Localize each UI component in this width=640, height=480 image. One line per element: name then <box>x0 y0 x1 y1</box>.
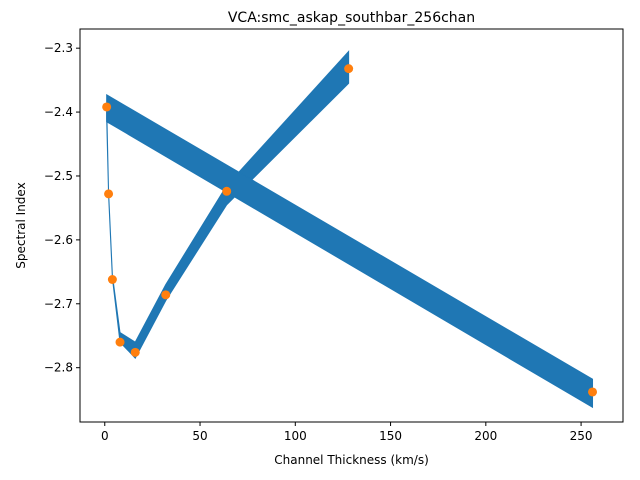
y-tick-label: −2.6 <box>44 233 73 247</box>
data-point <box>588 387 598 397</box>
data-point <box>161 290 171 300</box>
x-tick-label: 100 <box>284 429 307 443</box>
data-points <box>102 64 598 397</box>
x-axis-label: Channel Thickness (km/s) <box>274 453 429 467</box>
fit-bands <box>106 50 594 409</box>
data-point <box>344 64 354 74</box>
fit-band-2 <box>106 93 594 409</box>
y-axis-label: Spectral Index <box>14 182 28 268</box>
x-tick-label: 150 <box>379 429 402 443</box>
y-tick-label: −2.3 <box>44 41 73 55</box>
x-tick-label: 50 <box>192 429 207 443</box>
data-point <box>130 347 140 357</box>
x-tick-label: 250 <box>570 429 593 443</box>
x-axis-ticks: 0 50 100 150 200 250 <box>101 422 593 443</box>
y-tick-label: −2.7 <box>44 297 73 311</box>
y-tick-label: −2.8 <box>44 361 73 375</box>
y-tick-label: −2.4 <box>44 105 73 119</box>
y-axis-ticks: −2.3 −2.4 −2.5 −2.6 −2.7 −2.8 <box>44 41 80 375</box>
data-point <box>222 186 232 196</box>
x-tick-label: 200 <box>474 429 497 443</box>
chart-title: VCA:smc_askap_southbar_256chan <box>228 10 475 26</box>
data-point <box>107 275 117 284</box>
data-point <box>115 337 125 347</box>
data-point <box>104 189 114 199</box>
data-point <box>102 102 112 112</box>
fit-band-1 <box>106 50 350 359</box>
plot-frame <box>79 28 624 423</box>
x-tick-label: 0 <box>101 429 109 443</box>
y-tick-label: −2.5 <box>44 169 73 183</box>
